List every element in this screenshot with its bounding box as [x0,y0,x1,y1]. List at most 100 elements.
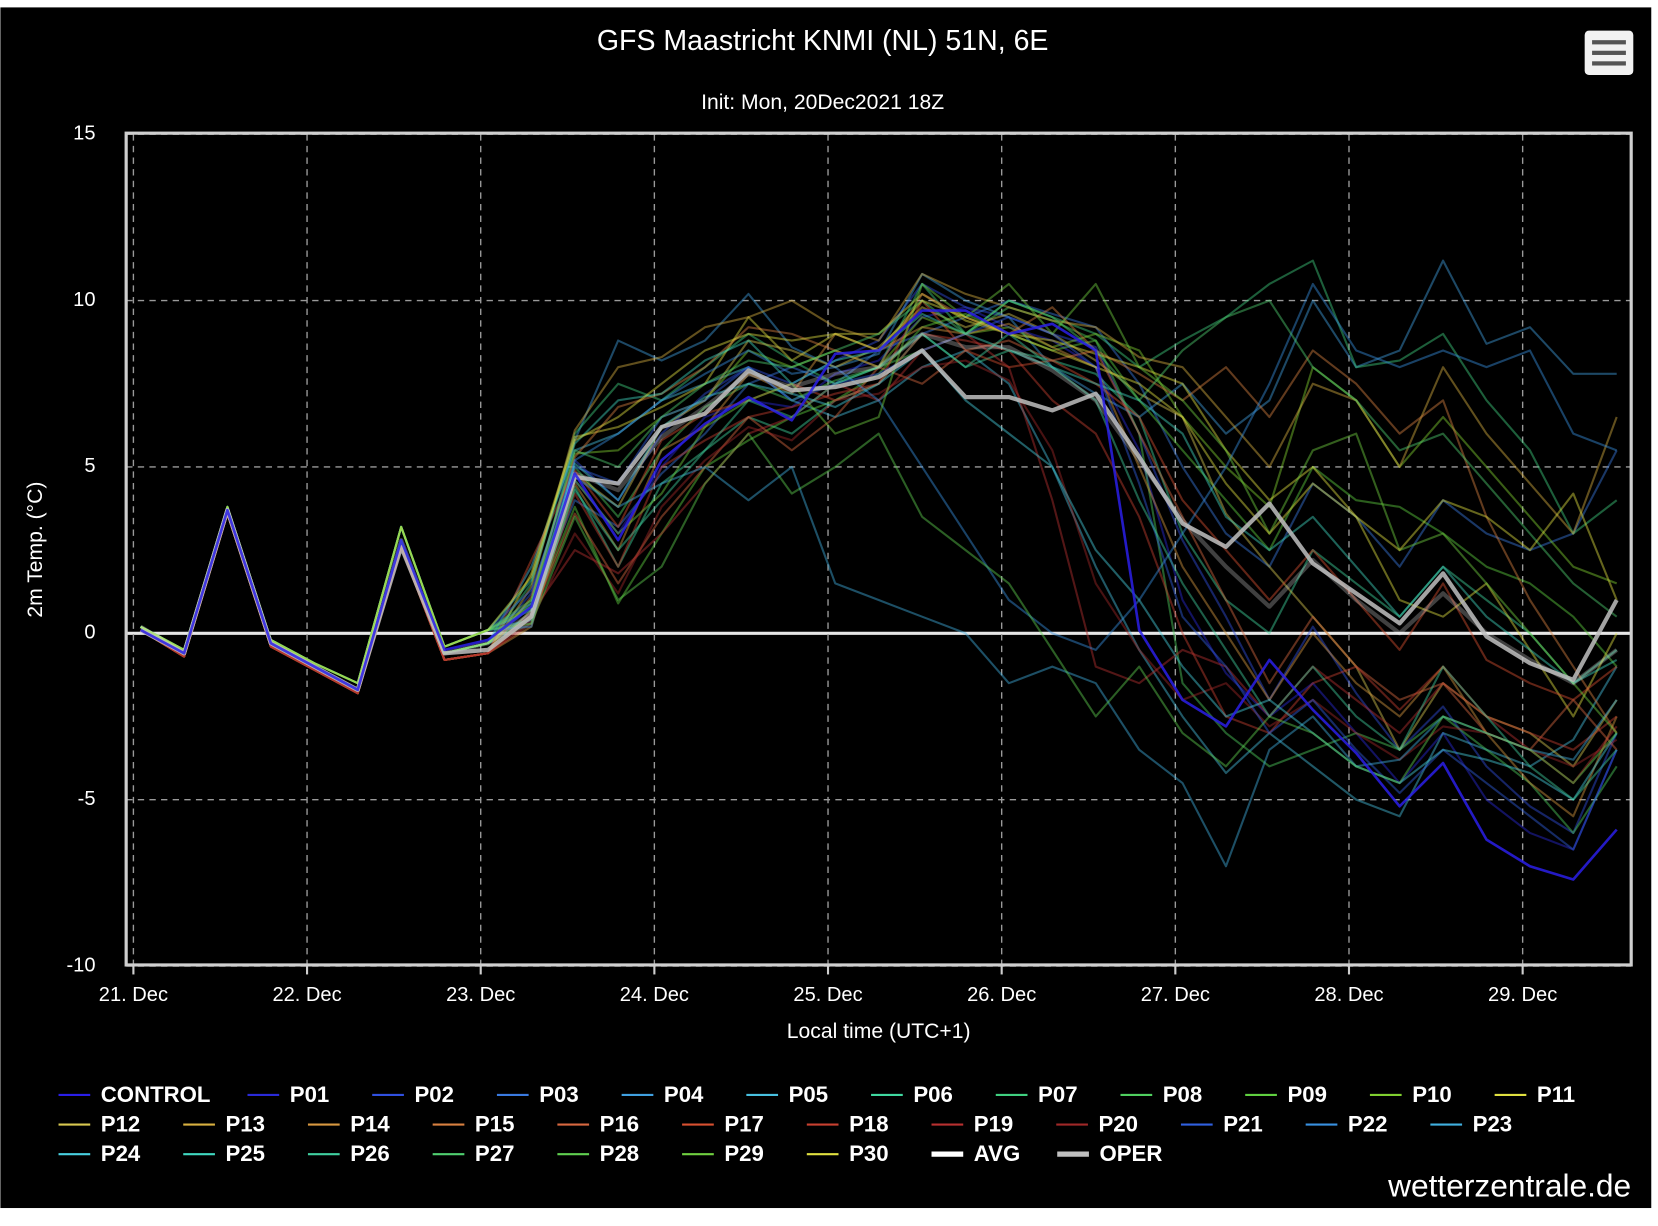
legend-item[interactable]: P23 [1430,1111,1512,1136]
x-tick-label: 26. Dec [967,984,1036,1006]
legend-label: P18 [849,1111,888,1136]
series-line [140,282,1618,734]
legend-label: OPER [1099,1141,1162,1166]
legend-label: P05 [789,1082,828,1107]
legend-label: P24 [101,1141,141,1166]
x-axis-title: Local time (UTC+1) [787,1020,971,1043]
x-tick-label: 27. Dec [1141,984,1210,1006]
legend-item[interactable]: P24 [58,1141,141,1166]
legend-item[interactable]: P06 [871,1082,953,1107]
legend-item[interactable]: P04 [621,1082,704,1107]
legend-item[interactable]: P10 [1369,1082,1452,1107]
legend-item[interactable]: P09 [1245,1082,1327,1107]
x-tick-label: 29. Dec [1488,984,1557,1006]
legend-item[interactable]: P28 [557,1141,639,1166]
legend-item[interactable]: P03 [496,1082,579,1107]
legend-item[interactable]: P19 [931,1111,1014,1136]
legend-label: P27 [475,1141,514,1166]
legend-item[interactable]: P15 [432,1111,515,1136]
legend-label: P06 [913,1082,952,1107]
legend-label: CONTROL [101,1082,211,1107]
legend-label: P03 [539,1082,578,1107]
legend-label: P09 [1287,1082,1326,1107]
legend-item[interactable]: P22 [1305,1111,1388,1136]
legend-item[interactable]: P29 [682,1141,764,1166]
legend-label: P30 [849,1141,888,1166]
legend-item[interactable]: P25 [183,1141,265,1166]
legend-label: P23 [1473,1111,1512,1136]
legend-item[interactable]: P26 [307,1141,390,1166]
legend-label: P14 [350,1111,390,1136]
y-tick-label: 5 [84,455,95,477]
y-tick-label: 10 [73,289,95,311]
legend-item[interactable]: P11 [1494,1082,1576,1107]
legend-label: P21 [1223,1111,1262,1136]
legend-item[interactable]: P01 [247,1082,329,1107]
legend-item[interactable]: P12 [58,1111,141,1136]
y-tick-label: -10 [66,954,95,976]
x-tick-label: 28. Dec [1314,984,1383,1006]
legend-item[interactable]: P16 [557,1111,639,1136]
legend-label: P11 [1537,1082,1575,1107]
x-tick-label: 23. Dec [446,984,515,1006]
legend-label: P02 [414,1082,453,1107]
chart-title: GFS Maastricht KNMI (NL) 51N, 6E [597,25,1049,57]
x-tick-label: 21. Dec [99,984,168,1006]
legend-label: P10 [1412,1082,1451,1107]
credit: wetterzentrale.de [1387,1167,1631,1203]
chart-subtitle: Init: Mon, 20Dec2021 18Z [701,91,944,114]
x-tick-label: 25. Dec [793,984,862,1006]
legend-label: P22 [1348,1111,1387,1136]
menu-bar [1592,61,1626,66]
legend-label: P17 [724,1111,763,1136]
legend-label: P12 [101,1111,140,1136]
series-line [140,316,1618,851]
legend-item[interactable]: P17 [682,1111,764,1136]
legend-label: P04 [664,1082,704,1107]
legend-item[interactable]: P21 [1180,1111,1263,1136]
legend-label: P13 [226,1111,265,1136]
legend-item[interactable]: CONTROL [58,1082,211,1107]
y-tick-label: -5 [78,788,96,810]
legend-label: P25 [226,1141,265,1166]
menu-button[interactable] [1584,30,1634,76]
legend-label: P20 [1099,1111,1138,1136]
legend-item[interactable]: P30 [806,1141,889,1166]
series-line [140,309,1618,881]
y-tick-label: 15 [73,123,95,145]
legend-label: P16 [600,1111,639,1136]
x-tick-label: 24. Dec [620,984,689,1006]
legend-label: P26 [350,1141,389,1166]
legend-item[interactable]: OPER [1057,1141,1162,1166]
series-line [140,299,1618,685]
legend-label: P28 [600,1141,639,1166]
plot-border [124,131,1633,967]
menu-bar [1592,50,1626,55]
series-lines [139,259,1619,881]
legend-label: P15 [475,1111,514,1136]
legend-item[interactable]: P02 [372,1082,454,1107]
legend: CONTROL P01 P02 P03 P04 P05 P06 P07 P08 P09 P10 P11… [58,1082,1576,1166]
legend-item[interactable]: P08 [1120,1082,1202,1107]
x-tick-label: 22. Dec [272,984,341,1006]
legend-item[interactable]: AVG [931,1141,1021,1166]
legend-label: P07 [1038,1082,1077,1107]
legend-item[interactable]: P07 [995,1082,1078,1107]
series-line [140,282,1618,685]
legend-label: P01 [290,1082,329,1107]
y-tick-label: 0 [84,622,95,644]
legend-label: P08 [1163,1082,1202,1107]
legend-item[interactable]: P05 [746,1082,828,1107]
legend-item[interactable]: P20 [1056,1111,1138,1136]
menu-bar [1592,40,1626,45]
legend-item[interactable]: P14 [307,1111,390,1136]
legend-label: P19 [974,1111,1013,1136]
legend-item[interactable]: P13 [183,1111,265,1136]
legend-item[interactable]: P27 [432,1141,515,1166]
series-line [140,332,1618,801]
y-axis-title: 2m Temp. (°C) [24,482,47,618]
legend-item[interactable]: P18 [806,1111,889,1136]
series-line [140,465,1618,868]
